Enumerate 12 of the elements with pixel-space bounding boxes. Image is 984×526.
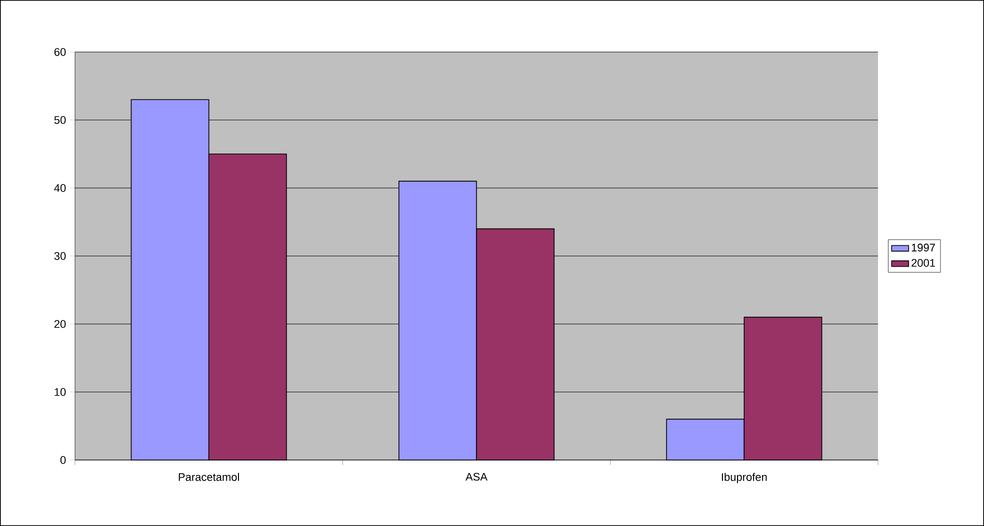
- y-tick-label: 40: [54, 184, 66, 192]
- x-tick-label: Ibuprofen: [722, 472, 767, 484]
- y-tick-label: 10: [54, 388, 66, 396]
- legend-label: 2001: [912, 258, 935, 267]
- y-tick-label: 60: [54, 48, 66, 56]
- y-tick-label: 50: [54, 116, 66, 124]
- legend-label: 1997: [912, 244, 935, 252]
- x-tick-label: Paracetamol: [178, 472, 239, 481]
- y-tick-label: 0: [60, 456, 66, 464]
- x-tick-label: ASA: [466, 472, 488, 481]
- y-tick-label: 20: [54, 320, 66, 328]
- y-tick-label: 30: [54, 252, 66, 260]
